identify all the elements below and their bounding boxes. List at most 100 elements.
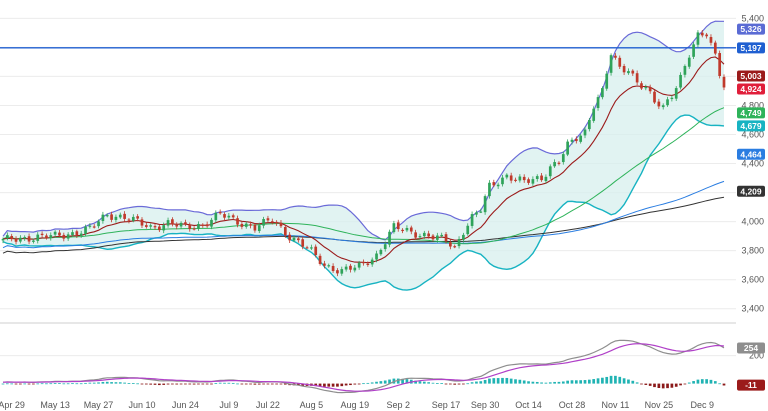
macd-histogram-bar (71, 383, 74, 385)
candle-body (92, 226, 96, 228)
macd-histogram-bar (1, 383, 5, 385)
candle-body (27, 236, 31, 242)
candle-body (45, 235, 48, 239)
macd-histogram-bar (140, 383, 144, 385)
candle-body (62, 234, 66, 239)
candle-body (370, 259, 374, 265)
candle-body (666, 99, 669, 106)
macd-histogram-bar (340, 383, 344, 387)
macd-histogram-bar (422, 381, 426, 384)
macd-histogram-bar (414, 380, 417, 384)
macd-histogram-bar (579, 380, 583, 384)
macd-histogram-bar (687, 382, 691, 384)
candle-body (75, 231, 79, 236)
macd-histogram-bar (535, 381, 539, 384)
x-tick-label: Jun 24 (172, 400, 199, 410)
candle-body (583, 129, 587, 136)
macd-histogram-bar (58, 383, 61, 384)
x-tick-label: Aug 5 (300, 400, 324, 410)
macd-badge-label: 254 (744, 343, 758, 353)
candle-body (162, 225, 166, 231)
candle-body (449, 242, 452, 247)
candle-body (674, 88, 678, 99)
macd-histogram-bar (301, 383, 305, 386)
macd-histogram-bar (588, 379, 591, 384)
macd-histogram-bar (709, 379, 713, 384)
candle-body (131, 216, 135, 221)
macd-histogram-bar (622, 378, 626, 384)
macd-histogram-bar (353, 383, 357, 385)
candle-body (40, 233, 44, 235)
candle-body (14, 238, 18, 242)
candle-body (531, 179, 535, 184)
macd-histogram-bar (722, 383, 726, 386)
candle-body (574, 138, 578, 142)
macd-histogram-bar (223, 382, 226, 384)
macd-histogram-bar (201, 383, 205, 385)
price-badge (737, 83, 765, 95)
price-badge (737, 107, 765, 119)
candle-body (53, 231, 57, 235)
candle-body (179, 222, 183, 227)
candle-body (84, 226, 87, 234)
candle-body (127, 219, 131, 221)
candle-body (492, 182, 496, 186)
y-tick-label: 3,600 (741, 275, 764, 285)
candle-body (240, 223, 244, 227)
macd-histogram-bar (427, 382, 430, 384)
candle-body (618, 57, 622, 67)
candle-body (631, 70, 635, 74)
candle-body (349, 265, 352, 270)
upper-band-line (2, 20, 724, 241)
candle-body (283, 227, 287, 236)
candle-body (336, 270, 339, 274)
candle-body (10, 235, 14, 240)
x-tick-label: May 27 (84, 400, 114, 410)
macd-histogram-bar (192, 383, 196, 385)
macd-histogram-bar (32, 383, 35, 385)
candle-body (275, 221, 278, 224)
candle-body (19, 237, 22, 242)
macd-histogram-bar (249, 383, 252, 385)
macd-histogram-bar (548, 382, 552, 384)
candle-body (661, 105, 665, 108)
candle-body (475, 212, 478, 215)
candle-body (418, 236, 422, 238)
candle-body (58, 232, 61, 236)
macd-histogram-bar (601, 377, 604, 384)
macd-histogram-bar (210, 383, 213, 385)
candle-body (653, 91, 656, 103)
macd-histogram-bar (19, 383, 22, 385)
candle-body (205, 224, 209, 227)
macd-histogram-bar (618, 376, 622, 384)
candle-body (488, 182, 491, 197)
candle-body (601, 88, 604, 98)
x-tick-label: Sep 17 (432, 400, 461, 410)
macd-histogram-bar (349, 383, 352, 386)
macd-histogram-bar (570, 380, 574, 384)
candle-body (462, 234, 465, 240)
macd-histogram-bar (475, 381, 478, 384)
candle-body (705, 34, 708, 37)
candle-body (266, 218, 270, 221)
macd-histogram-bar (449, 383, 452, 385)
candle-body (366, 263, 370, 265)
candle-body (318, 255, 322, 264)
candle-body (383, 244, 387, 250)
macd-histogram-bar (114, 382, 118, 384)
macd-histogram-bar (184, 383, 187, 385)
x-tick-label: Oct 28 (559, 400, 586, 410)
macd-histogram-bar (14, 383, 18, 385)
candle-body (375, 253, 378, 260)
candle-body (210, 219, 213, 227)
price-badge-label: 4,464 (740, 149, 762, 159)
candle-body (396, 222, 400, 230)
candle-body (197, 224, 200, 229)
candle-body (340, 269, 344, 274)
candle-body (570, 139, 574, 142)
candle-body (679, 74, 682, 88)
macd-badge (737, 379, 765, 391)
macd-histogram-bar (583, 380, 587, 384)
candle-body (427, 233, 430, 237)
